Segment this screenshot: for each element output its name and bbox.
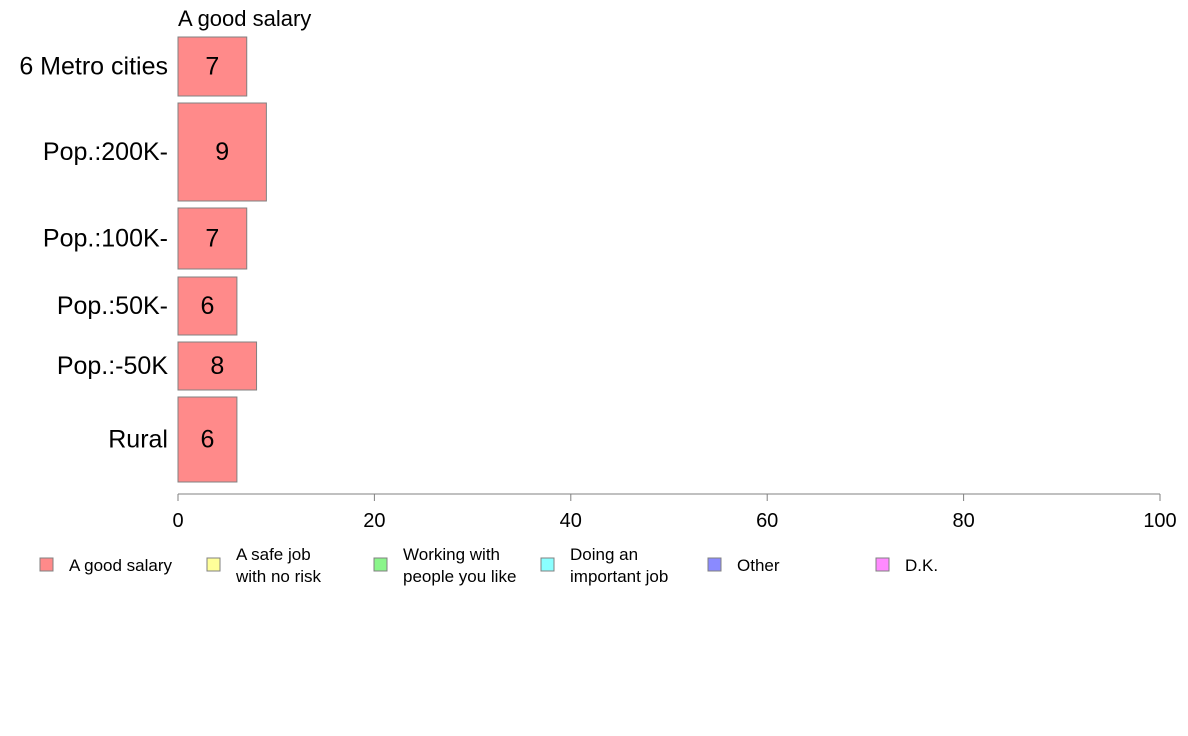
category-label: Pop.:100K- [43,225,168,253]
legend-swatch [373,557,388,572]
bar-value-label: 9 [215,138,229,166]
category-label: Pop.:200K- [43,138,168,166]
legend-label: A safe job with no risk [235,545,322,586]
bar [177,36,248,97]
legend-swatch [707,557,722,572]
legend-swatch [875,557,890,572]
x-tick-label: 40 [560,510,582,532]
bar [177,207,248,270]
x-tick-label: 20 [363,510,385,532]
legend-swatch [540,557,555,572]
bars-group: 7 9 7 6 8 6 [177,36,267,483]
legend-label: Working with people you like [403,545,516,586]
x-tick-label: 60 [756,510,778,532]
bar-value-label: 7 [205,225,219,253]
bar-value-label: 6 [201,292,215,320]
x-tick-label: 100 [1143,510,1176,532]
x-axis: 0 20 40 60 80 100 [172,493,1177,532]
bar [177,396,238,483]
bar [177,341,258,391]
category-label: 6 Metro cities [19,53,168,81]
legend: A good salary A safe job with no risk Worki… [39,545,938,586]
x-tick-label: 80 [952,510,974,532]
category-label: Rural [108,426,168,454]
legend-label: Other [737,556,780,575]
bar-value-label: 8 [210,352,224,380]
bar-value-label: 7 [205,53,219,81]
bar [177,102,267,202]
legend-label: D.K. [905,556,938,575]
bar [177,276,238,336]
chart-title: A good salary [178,6,311,31]
legend-swatch [39,557,54,572]
category-labels: 6 Metro cities Pop.:200K- Pop.:100K- Pop.:5… [19,53,168,454]
legend-label: A good salary [69,556,173,575]
bar-value-label: 6 [201,426,215,454]
category-label: Pop.:50K- [57,292,168,320]
category-label: Pop.:-50K [57,352,169,380]
x-tick-label: 0 [172,510,183,532]
legend-label: Doing an important job [570,545,668,586]
legend-swatch [206,557,221,572]
